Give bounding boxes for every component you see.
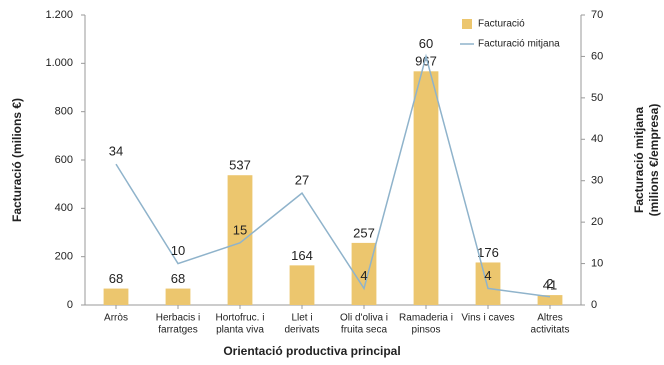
y-tick-label: 0	[67, 299, 73, 311]
bar	[103, 288, 129, 305]
bar-value-label: 967	[415, 54, 437, 69]
bar-value-label: 41	[543, 278, 557, 293]
line-value-label: 2	[546, 276, 553, 291]
line-value-label: 4	[484, 268, 491, 283]
bar	[227, 175, 253, 305]
x-tick-label: fruita seca	[341, 325, 388, 336]
x-tick-label: pinsos	[412, 325, 441, 336]
x-tick-label: Herbacis i	[156, 313, 200, 324]
y2-tick-label: 30	[591, 175, 603, 187]
line-value-label: 4	[360, 268, 367, 283]
legend-label: Facturació	[478, 19, 525, 30]
bar-value-label: 257	[353, 225, 375, 240]
bar	[537, 295, 563, 305]
x-tick-label: Altres	[537, 313, 563, 324]
x-tick-label: activitats	[531, 325, 570, 336]
bar	[413, 71, 439, 305]
bar-value-label: 68	[109, 271, 123, 286]
y-tick-label: 400	[55, 202, 73, 214]
x-tick-label: derivats	[284, 325, 319, 336]
y-tick-label: 200	[55, 251, 73, 263]
bar	[351, 242, 377, 305]
x-tick-label: Vins i caves	[461, 313, 514, 324]
y-tick-label: 600	[55, 154, 73, 166]
y-tick-label: 1.000	[45, 57, 73, 69]
y2-axis-title: Facturació mitjana	[632, 107, 646, 213]
x-tick-label: farratges	[158, 325, 197, 336]
bar-value-label: 164	[291, 248, 313, 263]
y2-tick-label: 40	[591, 133, 603, 145]
bar-value-label: 537	[229, 158, 251, 173]
x-tick-label: Arròs	[104, 313, 128, 324]
bar	[165, 288, 191, 305]
bar-value-label: 176	[477, 245, 499, 260]
x-axis-title: Orientació productiva principal	[223, 344, 400, 358]
y2-tick-label: 50	[591, 92, 603, 104]
y-tick-label: 1.200	[45, 9, 73, 21]
line-value-label: 15	[233, 222, 247, 237]
x-tick-label: Llet i	[291, 313, 312, 324]
y2-axis-title: (milions €/empresa)	[647, 104, 661, 217]
line-value-label: 34	[109, 144, 123, 159]
y2-tick-label: 60	[591, 50, 603, 62]
x-tick-label: Hortofruc. i	[216, 313, 265, 324]
legend-swatch	[462, 19, 472, 29]
line-value-label: 60	[419, 36, 433, 51]
y2-tick-label: 20	[591, 216, 603, 228]
y2-tick-label: 10	[591, 257, 603, 269]
x-tick-label: planta viva	[216, 325, 264, 336]
bar	[475, 262, 501, 305]
line	[115, 53, 551, 298]
y2-tick-label: 0	[591, 299, 597, 311]
line-value-label: 10	[171, 243, 185, 258]
bar	[289, 265, 315, 305]
x-tick-label: Ramaderia i	[399, 313, 453, 324]
bar-value-label: 68	[171, 271, 185, 286]
y-axis-title: Facturació (milions €)	[10, 98, 24, 222]
line-value-label: 27	[295, 173, 309, 188]
x-tick-label: Oli d'oliva i	[340, 313, 388, 324]
legend-label: Facturació mitjana	[478, 39, 560, 50]
y-tick-label: 800	[55, 106, 73, 118]
y2-tick-label: 70	[591, 9, 603, 21]
